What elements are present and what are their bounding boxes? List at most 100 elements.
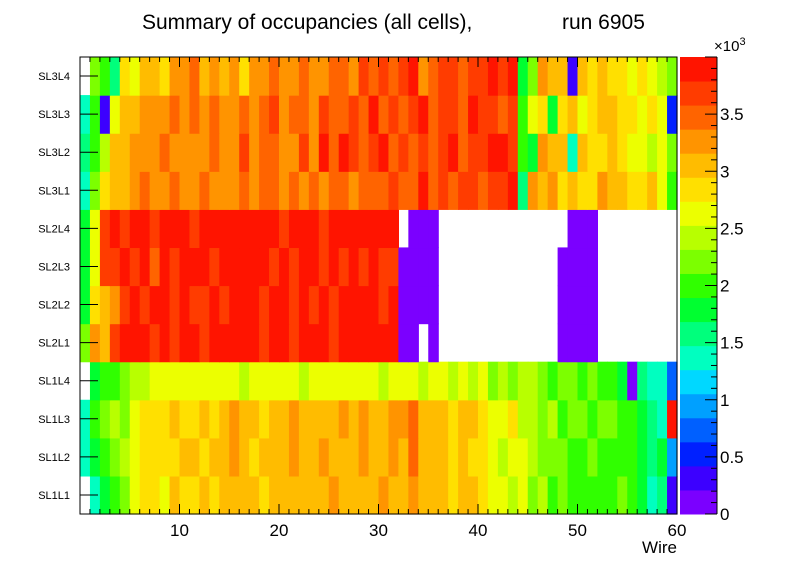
heatmap-cell: [169, 247, 181, 287]
heatmap-cell: [587, 399, 598, 439]
heatmap-cell: [159, 209, 171, 249]
heatmap-cell: [149, 437, 161, 477]
heatmap-cell: [567, 57, 579, 96]
heatmap-cell: [418, 57, 429, 96]
heatmap-cell: [129, 209, 141, 249]
heatmap-cell: [527, 95, 539, 134]
heatmap-cell: [308, 437, 320, 477]
heatmap-cell: [149, 133, 161, 172]
heatmap-cell: [189, 475, 200, 515]
heatmap-cell: [328, 209, 340, 249]
heatmap-cell: [139, 361, 151, 401]
heatmap-cell: [129, 247, 141, 287]
heatmap-cell: [368, 323, 380, 363]
heatmap-cell: [288, 57, 300, 96]
heatmap-cell: [358, 475, 370, 515]
heatmap-cell: [308, 95, 320, 134]
heatmap-cell: [507, 171, 519, 210]
heatmap-cell: [239, 475, 250, 515]
heatmap-cell: [428, 323, 439, 363]
heatmap-cell: [428, 285, 439, 325]
heatmap-cell: [617, 133, 628, 172]
heatmap-cell: [448, 475, 459, 515]
heatmap-cell: [249, 209, 260, 249]
heatmap-cell: [209, 57, 220, 96]
heatmap-cell: [557, 247, 569, 287]
heatmap-cell: [587, 323, 598, 363]
heatmap-cell: [378, 285, 390, 325]
heatmap-cell: [537, 361, 549, 401]
heatmap-cell: [577, 57, 589, 96]
heatmap-cell: [328, 95, 340, 134]
heatmap-cell: [269, 133, 280, 172]
heatmap-cell: [418, 171, 429, 210]
heatmap-cell: [109, 361, 121, 401]
heatmap-cell: [348, 323, 360, 363]
heatmap-cell: [239, 323, 250, 363]
heatmap-cell: [428, 399, 439, 439]
heatmap-cell: [308, 285, 320, 325]
heatmap-cell: [119, 133, 131, 172]
color-scale-band: [680, 297, 717, 323]
heatmap-cell: [637, 133, 648, 172]
heatmap-cell: [99, 95, 111, 134]
heatmap-cell: [438, 95, 449, 134]
heatmap-cell: [159, 57, 171, 96]
heatmap-cell: [607, 57, 618, 96]
color-scale-band: [680, 393, 717, 419]
heatmap-cell: [139, 57, 151, 96]
heatmap-cell: [368, 399, 380, 439]
heatmap-cell: [497, 475, 509, 515]
heatmap-cell: [219, 399, 230, 439]
heatmap-cell: [448, 361, 459, 401]
heatmap-cell: [179, 323, 191, 363]
y-tick-label: SL1L3: [38, 414, 70, 426]
heatmap-cell: [269, 285, 280, 325]
heatmap-cell: [288, 285, 300, 325]
heatmap-cell: [667, 361, 678, 401]
heatmap-cell: [199, 171, 210, 210]
heatmap-cell: [637, 437, 648, 477]
heatmap-cell: [577, 95, 589, 134]
color-scale-band: [680, 105, 717, 130]
heatmap-cell: [497, 95, 509, 134]
heatmap-cell: [517, 133, 529, 172]
heatmap-cell: [398, 475, 409, 515]
heatmap-cell: [507, 361, 519, 401]
run-number-title: run 6905: [562, 11, 645, 34]
heatmap-cell: [657, 399, 668, 439]
heatmap-cell: [607, 171, 618, 210]
heatmap-cell: [318, 361, 330, 401]
heatmap-cell: [269, 437, 280, 477]
heatmap-cell: [408, 133, 419, 172]
heatmap-cell: [607, 133, 618, 172]
heatmap-cell: [428, 475, 439, 515]
heatmap-cell: [328, 57, 340, 96]
heatmap-cell: [637, 171, 648, 210]
heatmap-cell: [109, 209, 121, 249]
heatmap-cell: [99, 247, 111, 287]
heatmap-cell: [239, 133, 250, 172]
heatmap-cell: [597, 437, 608, 477]
heatmap-cell: [328, 437, 340, 477]
heatmap-cell: [99, 57, 111, 96]
y-tick-label: SL2L2: [38, 300, 70, 312]
heatmap-cell: [398, 171, 409, 210]
heatmap-cell: [478, 399, 489, 439]
heatmap-cell: [557, 57, 569, 96]
heatmap-cell: [159, 285, 171, 325]
color-scale-band: [680, 417, 717, 443]
heatmap-cell: [209, 95, 220, 134]
heatmap-cell: [298, 57, 310, 96]
heatmap-cell: [249, 323, 260, 363]
heatmap-cell: [259, 95, 270, 134]
heatmap-cell: [657, 57, 668, 96]
heatmap-cell: [288, 247, 300, 287]
heatmap-cell: [368, 247, 380, 287]
heatmap-cell: [567, 247, 579, 287]
heatmap-cell: [239, 247, 250, 287]
heatmap-cell: [298, 475, 310, 515]
heatmap-cell: [458, 95, 469, 134]
heatmap-cell: [229, 323, 240, 363]
heatmap-cell: [109, 323, 121, 363]
